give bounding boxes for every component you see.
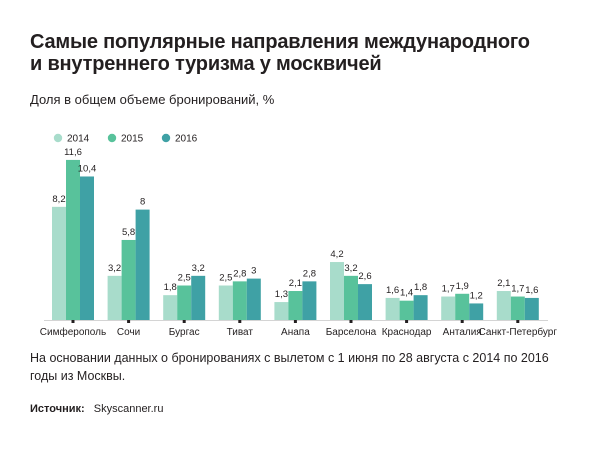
bar-value-label: 4,2 [330,249,343,260]
bar-value-label: 8 [140,197,145,208]
bar [385,297,400,320]
bar [121,239,136,320]
bar [177,285,192,320]
bar [163,295,178,320]
bar-value-label: 3 [251,266,256,277]
bar-value-label: 1,8 [414,282,427,293]
bar-value-label: 1,6 [386,285,399,296]
category-label: Анталия [443,327,482,338]
source-line: Источник: Skyscanner.ru [30,403,163,415]
bar-value-label: 3,2 [108,263,121,274]
category-tick [349,320,353,323]
bar [510,296,525,320]
bar-value-label: 2,6 [358,271,371,282]
bar [191,275,206,320]
bar-value-label: 1,2 [470,290,483,301]
bar [135,209,150,320]
category-label: Бургас [169,327,200,338]
bar [218,285,233,320]
chart-title: Самые популярные направления международн… [30,31,530,75]
source-value: Skyscanner.ru [93,403,164,415]
category-tick [238,320,242,323]
bar [66,159,80,320]
bar-value-label: 2,8 [233,268,246,279]
category-label: Анапа [281,327,310,338]
source-label: Источник: [30,403,85,415]
bar-value-label: 3,2 [192,263,205,274]
bar-value-label: 1,9 [456,281,469,292]
category-label: Симферополь [40,326,106,338]
bar [80,176,94,320]
chart-subtitle: Доля в общем объеме бронирований, % [30,92,275,107]
bar [302,281,317,320]
legend-label: 2014 [67,134,90,145]
bar-value-label: 2,1 [289,278,302,289]
bar [441,296,456,320]
category-tick [293,320,297,323]
legend-swatch [53,133,63,143]
bar-value-label: 1,3 [275,289,288,300]
bar-value-label: 1,4 [400,288,413,299]
category-label: Сочи [117,327,140,338]
bar-value-label: 2,5 [178,273,191,284]
bar [413,295,428,320]
bar-value-label: 8,2 [52,194,65,205]
category-label: Барселона [326,327,377,338]
bar-value-label: 1,7 [442,284,455,295]
category-tick [71,320,75,323]
bar [52,206,66,320]
category-tick [516,320,520,323]
category-tick [405,320,409,323]
bar [469,303,484,320]
category-label: Санкт-Петербург [479,326,558,338]
bar [344,275,358,320]
category-tick [182,320,186,323]
bar [399,300,414,320]
legend-swatch [161,133,171,143]
bar [330,262,344,320]
bar [358,284,372,320]
bar-value-label: 1,7 [511,284,524,295]
legend-label: 2016 [175,134,198,145]
category-tick [460,320,464,323]
category-tick [127,320,131,323]
legend-label: 2015 [121,134,144,145]
bar-value-label: 3,2 [344,263,357,274]
bar-value-label: 1,6 [525,285,538,296]
bar-value-label: 5,8 [122,227,135,238]
category-label: Тиват [227,327,254,338]
legend-swatch [107,133,117,143]
bar [107,275,122,320]
bar [288,291,303,320]
chart-title-line-2: и внутреннего туризма у москвичей [30,53,382,75]
bar-value-label: 2,1 [497,278,510,289]
bar [232,281,247,320]
footnote: На основании данных о бронированиях с вы… [30,351,549,383]
bar-value-label: 2,5 [219,273,232,284]
bar-value-label: 11,6 [64,147,82,158]
chart-title-line-1: Самые популярные направления международн… [30,31,530,53]
bar [496,291,511,320]
bar [524,297,539,320]
bar [246,278,261,320]
bar [274,302,289,320]
bar-value-label: 2,8 [303,268,316,279]
bar-value-label: 10,4 [78,163,97,174]
bar-value-label: 1,8 [164,282,177,293]
category-label: Краснодар [382,327,432,338]
bar [455,293,470,320]
